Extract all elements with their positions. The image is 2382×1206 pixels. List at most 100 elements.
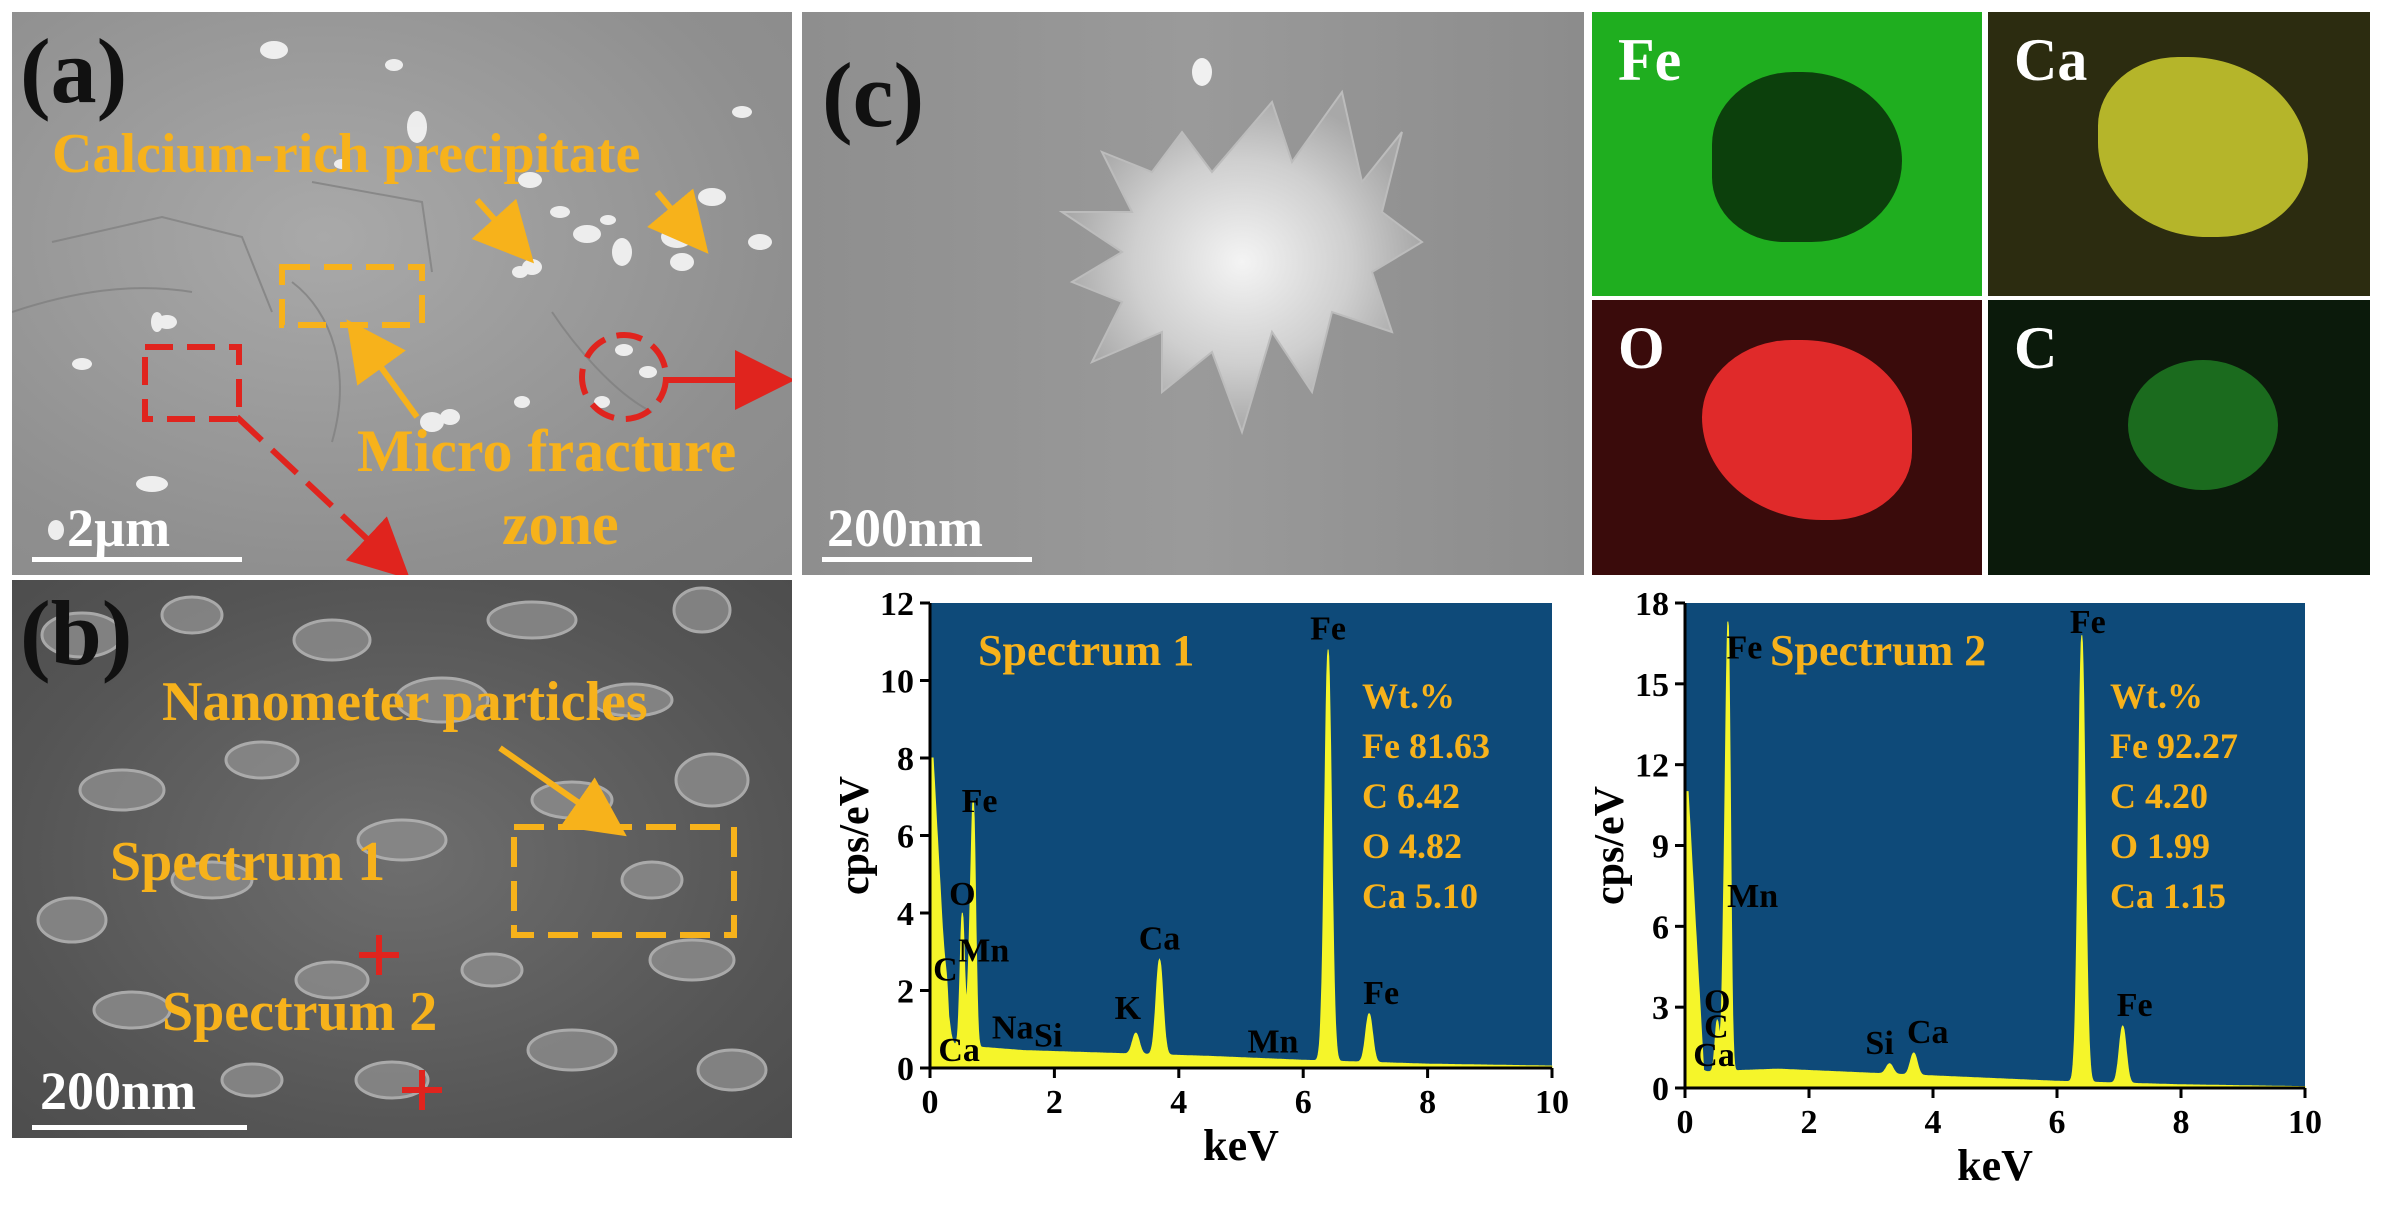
spectrum1-xtick-label: 2 <box>1046 1084 1063 1121</box>
spectrum2-composition-item: C 4.20 <box>2110 776 2208 816</box>
spectrum1-ytick-label: 2 <box>897 974 914 1011</box>
c-rich-region <box>2128 360 2278 490</box>
spectrum2-label: Spectrum 2 <box>162 981 438 1043</box>
spectrum1-ytick-label: 4 <box>897 896 914 933</box>
spectrum1-chart: 0 2 4 6 8 10 0 2 4 6 8 10 12 keV cps/eV Spectrum 1 Wt.% F… <box>832 586 1569 1170</box>
panel-b-label: (b) <box>20 582 133 684</box>
map-label-o: O <box>1618 315 1665 381</box>
spectrum2-chart: 0 2 4 6 8 10 0 3 6 9 12 15 18 keV cps/eV Spectrum 2 Wt.%… <box>1587 586 2322 1185</box>
spectrum1-peak-label: Na <box>992 1010 1034 1047</box>
spectrum2-xtick-label: 4 <box>1925 1104 1942 1141</box>
spectrum1-peak-label: Fe <box>1363 975 1399 1012</box>
spectrum2-marker <box>402 1070 442 1110</box>
spectrum1-xtick-label: 10 <box>1535 1084 1569 1121</box>
eds-map-o: O <box>1592 300 1982 575</box>
spectrum2-title: Spectrum 2 <box>1770 626 1986 675</box>
spectrum2-ytick-label: 15 <box>1635 667 1669 704</box>
sem-image-c: (c) 200nm <box>802 12 1584 575</box>
map-label-ca: Ca <box>2014 27 2088 93</box>
spectrum1-peak-label: Si <box>1034 1018 1062 1055</box>
o-rich-region <box>1702 340 1912 520</box>
panel-c-label: (c) <box>822 44 925 146</box>
spectrum2-xtick-label: 8 <box>2173 1104 2190 1141</box>
micro-fracture-label-line1: Micro fracture <box>357 418 737 484</box>
spectrum2-peak-label: Fe <box>1726 629 1762 666</box>
spectrum1-peak-label: Ca <box>938 1032 980 1069</box>
spectrum1-ylabel: cps/eV <box>832 776 878 895</box>
eds-map-c: C <box>1988 300 2370 575</box>
fe-depleted-region <box>1712 72 1902 242</box>
spectrum2-xtick-label: 0 <box>1677 1104 1694 1141</box>
spectrum2-composition-item: Fe 92.27 <box>2110 726 2238 766</box>
spectrum1-xtick-label: 8 <box>1419 1084 1436 1121</box>
spectrum1-peak-label: K <box>1115 990 1142 1027</box>
spectrum2-xtick-label: 2 <box>1801 1104 1818 1141</box>
spectrum1-peak-label: O <box>949 876 975 913</box>
spectrum1-ytick-label: 12 <box>880 586 914 623</box>
eds-map-fe: Fe <box>1592 12 1982 296</box>
panel-a-label: (a) <box>20 20 128 122</box>
fracture-arrow <box>346 319 420 419</box>
panel-a-annotations <box>142 188 792 575</box>
spectrum2-composition-item: Ca 1.15 <box>2110 876 2226 916</box>
small-particle <box>1192 58 1212 86</box>
spectrum2-peak-label: Ca <box>1693 1037 1735 1074</box>
map-label-c: C <box>2014 315 2058 381</box>
spectrum2-ytick-label: 9 <box>1652 829 1669 866</box>
spectrum2-xtick-label: 10 <box>2288 1104 2322 1141</box>
spectrum1-xtick-label: 6 <box>1295 1084 1312 1121</box>
spectrum1-peak-label: Fe <box>1310 611 1346 648</box>
spectrum2-ytick-label: 3 <box>1652 990 1669 1027</box>
spectrum1-peak-label: C <box>933 952 958 989</box>
scalebar-b-label: 200nm <box>40 1061 197 1121</box>
spectrum1-ytick-label: 10 <box>880 664 914 701</box>
micro-fracture-label-line2: zone <box>502 491 619 557</box>
precipitate-arrow-1 <box>471 197 535 264</box>
scalebar-b <box>32 1125 247 1130</box>
particles-box <box>511 824 737 938</box>
spectrum1-marker <box>359 935 399 975</box>
spectrum2-peak-label: Fe <box>2117 987 2153 1024</box>
spectrum2-plot-area <box>1685 603 2305 1088</box>
spectrum1-ytick-label: 8 <box>897 741 914 778</box>
scalebar-a <box>32 557 242 562</box>
region-c-circle <box>579 332 669 422</box>
spectrum1-composition-header: Wt.% <box>1362 676 1455 716</box>
spectrum1-composition-item: Fe 81.63 <box>1362 726 1490 766</box>
spectrum2-xtick-label: 6 <box>2049 1104 2066 1141</box>
nanometer-particles-label: Nanometer particles <box>162 671 648 733</box>
spectrum1-peak-label: Mn <box>958 932 1009 969</box>
spectrum2-peak-label: Ca <box>1907 1014 1949 1051</box>
spectrum2-ylabel: cps/eV <box>1587 786 1633 905</box>
calcium-precipitate-label: Calcium-rich precipitate <box>52 123 641 185</box>
spectrum2-peak-label: Mn <box>1727 878 1778 915</box>
spectrum2-ytick-label: 18 <box>1635 586 1669 623</box>
fracture-zone-box <box>279 264 425 328</box>
spectrum2-composition-header: Wt.% <box>2110 676 2203 716</box>
sem-image-b: (b) Nanometer particles Spectrum 1 Spect… <box>12 580 792 1138</box>
particles-arrow <box>498 745 627 837</box>
spectrum1-xtick-label: 0 <box>922 1084 939 1121</box>
spectrum1-composition-item: O 4.82 <box>1362 826 1462 866</box>
spectrum2-xlabel: keV <box>1957 1141 2033 1185</box>
nanoparticles <box>36 586 768 1100</box>
scalebar-a-label: 2µm <box>67 498 171 558</box>
sem-image-a: (a) Calcium-rich precipitate Micro fract… <box>12 12 792 575</box>
spectrum1-title: Spectrum 1 <box>978 626 1194 675</box>
map-label-fe: Fe <box>1618 27 1682 93</box>
grain-boundaries <box>12 181 653 443</box>
sem-c-crystal <box>1058 58 1424 436</box>
region-b-box <box>142 344 242 422</box>
spectrum1-composition-item: C 6.42 <box>1362 776 1460 816</box>
sem-b-features <box>36 586 768 1100</box>
precipitate-arrow-2 <box>647 188 709 254</box>
spectrum2-peak-label: C <box>1704 1009 1729 1046</box>
spectrum1-composition-item: Ca 5.10 <box>1362 876 1478 916</box>
scalebar-c <box>822 557 1032 562</box>
scalebar-c-label: 200nm <box>827 498 984 558</box>
spectrum1-peak-label: Ca <box>1139 921 1181 958</box>
spectrum2-ytick-label: 0 <box>1652 1071 1669 1108</box>
spectrum1-peak-label: Mn <box>1247 1023 1298 1060</box>
panel-b-annotations <box>359 745 737 1110</box>
spectrum1-xlabel: keV <box>1203 1121 1279 1170</box>
